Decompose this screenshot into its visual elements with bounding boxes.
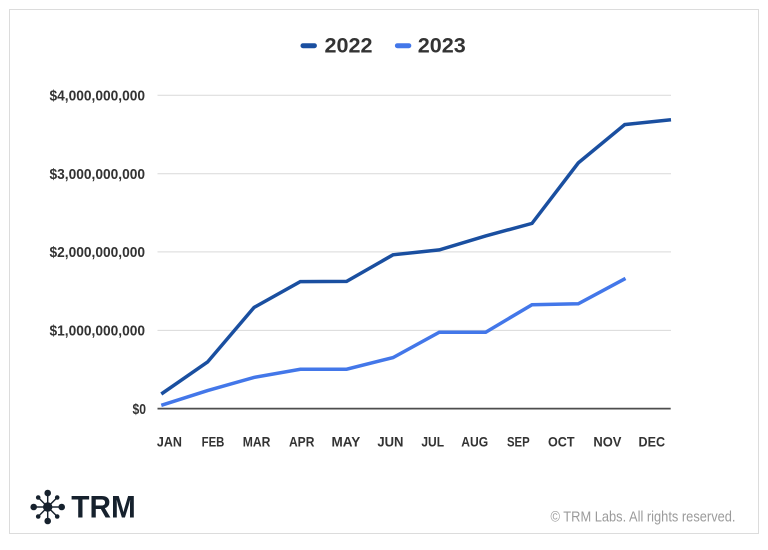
svg-text:2022: 2022 (325, 34, 373, 57)
svg-text:2023: 2023 (418, 34, 466, 57)
svg-text:MAR: MAR (243, 434, 271, 450)
svg-text:$4,000,000,000: $4,000,000,000 (50, 88, 146, 105)
svg-text:JUN: JUN (377, 434, 403, 450)
svg-text:OCT: OCT (548, 434, 575, 450)
svg-text:SEP: SEP (507, 434, 530, 450)
svg-text:© TRM Labs. All rights reserve: © TRM Labs. All rights reserved. (551, 509, 736, 525)
svg-text:$0: $0 (133, 401, 147, 418)
svg-text:JAN: JAN (157, 434, 182, 450)
svg-text:NOV: NOV (593, 434, 622, 450)
svg-text:TRM: TRM (71, 489, 136, 525)
svg-text:$2,000,000,000: $2,000,000,000 (50, 244, 146, 261)
svg-text:DEC: DEC (639, 434, 666, 450)
svg-text:MAY: MAY (332, 434, 361, 450)
svg-text:JUL: JUL (421, 434, 444, 450)
svg-text:$3,000,000,000: $3,000,000,000 (50, 166, 146, 183)
svg-text:APR: APR (289, 434, 314, 450)
svg-text:AUG: AUG (461, 434, 488, 450)
svg-text:$1,000,000,000: $1,000,000,000 (50, 323, 146, 340)
svg-text:FEB: FEB (202, 434, 225, 450)
